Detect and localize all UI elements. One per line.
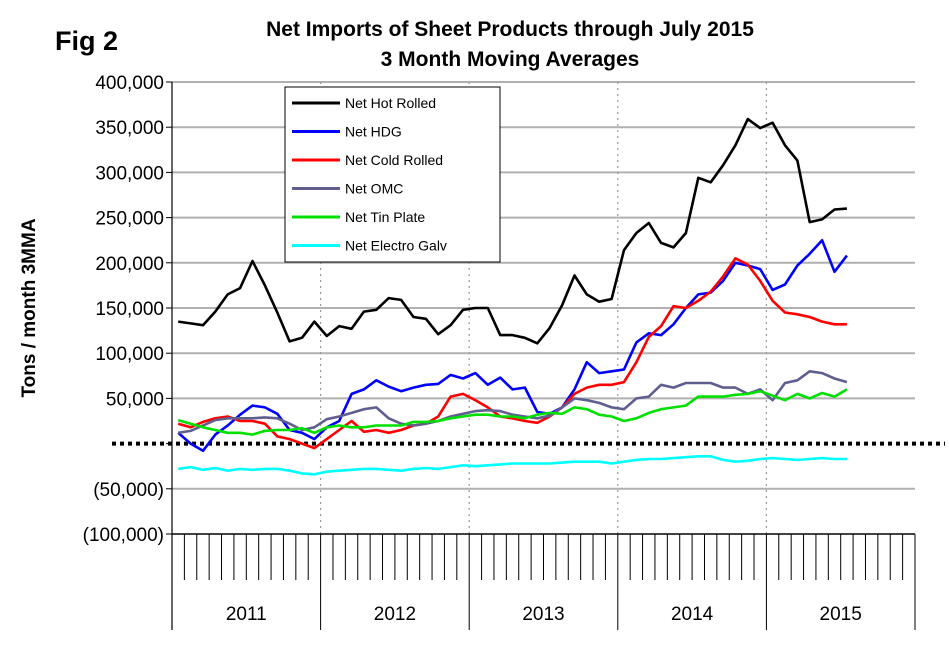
legend-label: Net Cold Rolled xyxy=(345,152,443,168)
series-line-net-electro-galv xyxy=(178,454,847,476)
x-axis: 2011 2012 2013 2014 2015 xyxy=(171,82,916,630)
year-label: 2015 xyxy=(820,604,862,625)
series-line-net-tin-plate xyxy=(177,388,848,436)
legend-box xyxy=(284,86,501,263)
year-label: 2013 xyxy=(522,604,564,625)
y-tick-label: 400,000 xyxy=(95,73,164,94)
series-lines xyxy=(177,117,848,476)
y-tick-label: 50,000 xyxy=(106,389,164,410)
year-label: 2014 xyxy=(671,604,714,625)
y-tick-label: 350,000 xyxy=(95,118,164,139)
y-axis-label: Tons / month 3MMA xyxy=(19,218,40,397)
series-line-net-omc xyxy=(178,369,848,435)
y-tick-label: 150,000 xyxy=(95,299,164,320)
gridlines xyxy=(112,81,945,535)
legend-label: Net Hot Rolled xyxy=(345,95,436,111)
year-label: 2012 xyxy=(374,604,416,625)
legend-label: Net HDG xyxy=(345,124,402,140)
chart-subtitle: 3 Month Moving Averages xyxy=(381,48,640,71)
fig-label: Fig 2 xyxy=(55,26,118,56)
y-tick-label: (50,000) xyxy=(93,480,164,501)
y-tick-label: 200,000 xyxy=(95,254,164,275)
chart-title: Net Imports of Sheet Products through Ju… xyxy=(266,18,754,41)
y-tick-label: (100,000) xyxy=(83,525,164,546)
legend-label: Net Electro Galv xyxy=(345,238,447,254)
y-tick-labels: 400,000 350,000 300,000 250,000 200,000 150,0… xyxy=(83,73,164,546)
legend: Net Hot Rolled Net HDG Net Cold Rolled Net … xyxy=(284,86,501,263)
year-label: 2011 xyxy=(226,604,267,625)
series-line-net-hot-rolled xyxy=(178,117,847,345)
y-tick-label: 250,000 xyxy=(95,209,164,230)
legend-label: Net OMC xyxy=(345,181,403,197)
y-tick-label: 300,000 xyxy=(95,163,164,184)
legend-label: Net Tin Plate xyxy=(345,209,425,225)
series-line-net-cold-rolled xyxy=(177,256,847,450)
y-tick-label: 100,000 xyxy=(95,344,164,365)
